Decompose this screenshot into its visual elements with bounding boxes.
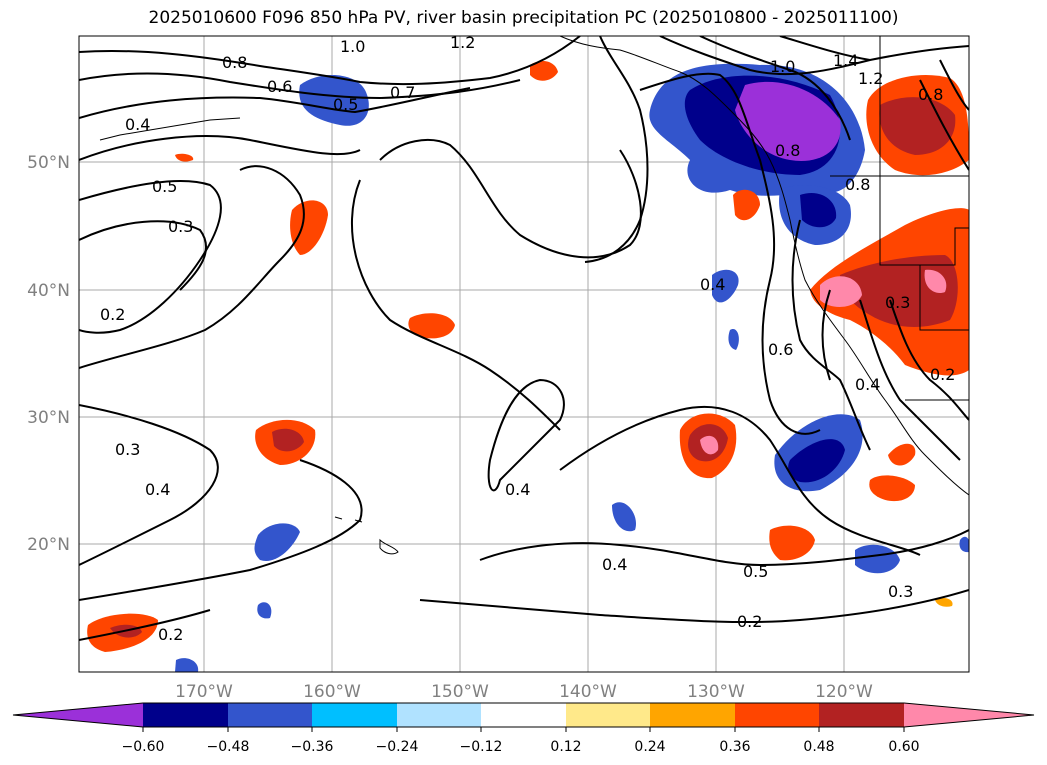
colorbar-tick: −0.60 (122, 739, 165, 755)
contour-label: 0.5 (743, 562, 768, 581)
neg-anomaly-aleutian (299, 74, 369, 126)
colorbar-seg (312, 703, 397, 727)
lon-label-160w: 160°W (303, 682, 361, 702)
lon-label-140w: 140°W (559, 682, 617, 702)
lon-label-120w: 120°W (815, 682, 873, 702)
colorbar-seg (228, 703, 312, 727)
contour-label: 1.4 (833, 51, 858, 70)
page-title: 2025010600 F096 850 hPa PV, river basin … (148, 8, 899, 28)
lat-label-50n: 50°N (27, 153, 70, 173)
contour-label: 0.5 (333, 95, 358, 114)
colorbar-under (13, 703, 143, 727)
colorbar-seg (650, 703, 735, 727)
colorbar-tick: −0.36 (291, 739, 334, 755)
contour-label: 0.4 (855, 375, 880, 394)
contour-label: 1.0 (770, 57, 795, 76)
contour-label: 0.8 (918, 85, 943, 104)
colorbar-tick: 0.12 (550, 739, 581, 755)
contour-label: 0.4 (125, 115, 150, 134)
contour-label: 0.2 (158, 625, 183, 644)
colorbar-tick: 0.48 (803, 739, 834, 755)
contour-label: 0.7 (390, 83, 415, 102)
lon-label-130w: 130°W (687, 682, 745, 702)
contour-label: 0.5 (152, 177, 177, 196)
colorbar-tick: 0.60 (888, 739, 919, 755)
colorbar-seg (566, 703, 650, 727)
lon-label-170w: 170°W (175, 682, 233, 702)
contour-label: 0.6 (267, 77, 292, 96)
contour-label: 1.0 (340, 37, 365, 56)
latitude-labels: 50°N 40°N 30°N 20°N (27, 153, 70, 555)
colorbar-over (904, 703, 1034, 727)
contour-label: 0.4 (505, 480, 530, 499)
colorbar-tick: 0.24 (634, 739, 665, 755)
contour-label: 0.8 (222, 53, 247, 72)
longitude-labels: 170°W 160°W 150°W 140°W 130°W 120°W (175, 682, 873, 702)
contour-label: 0.3 (168, 217, 193, 236)
colorbar: −0.60 −0.48 −0.36 −0.24 −0.12 0.12 0.24 … (12, 702, 1035, 755)
contour-label: 0.2 (100, 305, 125, 324)
contour-label: 0.3 (115, 440, 140, 459)
contour-label: 0.4 (602, 555, 627, 574)
contour-label: 1.2 (450, 33, 475, 52)
precip-shading (87, 60, 969, 672)
pv-contours (79, 36, 969, 641)
lat-label-40n: 40°N (27, 281, 70, 301)
lat-label-20n: 20°N (27, 535, 70, 555)
contour-label: 0.3 (885, 293, 910, 312)
map-area: 0.8 0.6 0.7 0.5 0.4 0.5 0.3 0.2 0.3 0.4 … (79, 33, 969, 672)
colorbar-tick: 0.36 (719, 739, 750, 755)
colorbar-seg (819, 703, 904, 727)
contour-label: 0.2 (930, 365, 955, 384)
colorbar-tick: −0.48 (207, 739, 250, 755)
colorbar-seg (735, 703, 819, 727)
contour-label: 1.2 (858, 69, 883, 88)
lon-label-150w: 150°W (431, 682, 489, 702)
contour-label: 0.2 (737, 612, 762, 631)
contour-label: 0.8 (845, 175, 870, 194)
lat-label-30n: 30°N (27, 408, 70, 428)
colorbar-seg (397, 703, 481, 727)
colorbar-seg (143, 703, 228, 727)
contour-label: 0.8 (775, 141, 800, 160)
colorbar-tick: −0.24 (376, 739, 419, 755)
contour-label: 0.3 (888, 582, 913, 601)
coastlines (99, 36, 969, 555)
map-frame (78, 35, 970, 673)
contour-label: 0.4 (700, 275, 725, 294)
contour-label: 0.4 (145, 480, 170, 499)
contour-labels: 0.8 0.6 0.7 0.5 0.4 0.5 0.3 0.2 0.3 0.4 … (100, 33, 955, 644)
colorbar-tick: −0.12 (460, 739, 503, 755)
contour-label: 0.6 (768, 340, 793, 359)
colorbar-seg (481, 703, 566, 727)
